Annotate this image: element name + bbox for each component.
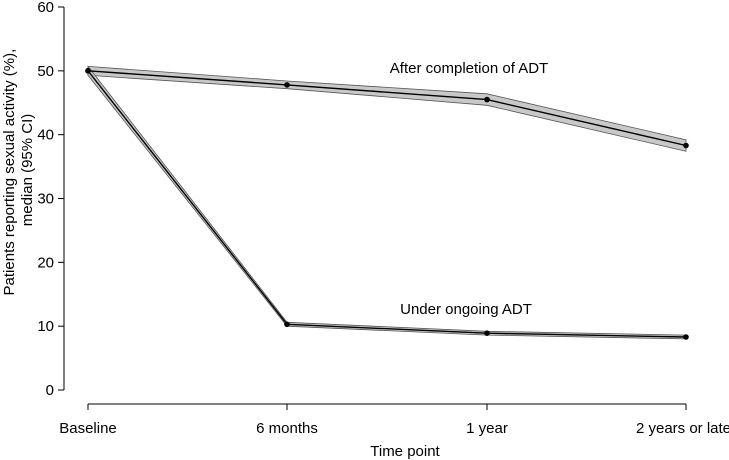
y-tick-label-50: 50 — [37, 63, 54, 80]
axes: 0 10 20 30 40 50 60 Baseline 6 months 1 year 2 yea… — [37, 0, 729, 437]
x-tick-label-1-year: 1 year — [466, 420, 508, 437]
y-tick-label-60: 60 — [37, 0, 54, 16]
series-line-after-completion-of-adt — [87, 70, 687, 147]
data-point-after-completion-of-adt-6-months — [284, 82, 290, 88]
series-line-under-ongoing-adt — [87, 70, 687, 338]
x-tick-label-2-years-or-later: 2 years or later — [636, 420, 729, 437]
y-tick-label-30: 30 — [37, 191, 54, 208]
series-label-under-ongoing-adt: Under ongoing ADT — [400, 301, 532, 318]
data-point-after-completion-of-adt-2-years-or-later — [683, 142, 689, 149]
x-tick-label-6-months: 6 months — [256, 420, 318, 437]
data-point-under-ongoing-adt-baseline — [85, 68, 91, 74]
data-point-under-ongoing-adt-6-months — [284, 321, 290, 328]
data-point-after-completion-of-adt-1-year — [484, 96, 490, 103]
data-point-under-ongoing-adt-2-years-or-later — [683, 334, 689, 340]
y-axis-label-line-1: Patients reporting sexual activity (%), — [1, 49, 18, 296]
data-points — [85, 68, 689, 340]
series-labels: After completion of ADT Under ongoing ADT — [390, 60, 548, 318]
x-axis-label: Time point — [370, 443, 440, 460]
y-tick-label-40: 40 — [37, 127, 54, 144]
ci-bands — [87, 65, 687, 340]
y-tick-label-0: 0 — [46, 382, 54, 399]
y-tick-label-20: 20 — [37, 254, 54, 271]
ci-band-after-completion-of-adt — [87, 65, 687, 152]
y-axis-label: Patients reporting sexual activity (%), … — [1, 45, 36, 296]
series-lines — [87, 70, 687, 338]
ci-band-under-ongoing-adt — [87, 65, 687, 340]
y-tick-label-10: 10 — [37, 318, 54, 335]
y-axis-label-line-2: median (95% CI) — [19, 114, 36, 227]
series-label-after-completion-of-adt: After completion of ADT — [390, 60, 548, 77]
x-tick-label-baseline: Baseline — [59, 420, 117, 437]
data-point-under-ongoing-adt-1-year — [484, 330, 490, 337]
